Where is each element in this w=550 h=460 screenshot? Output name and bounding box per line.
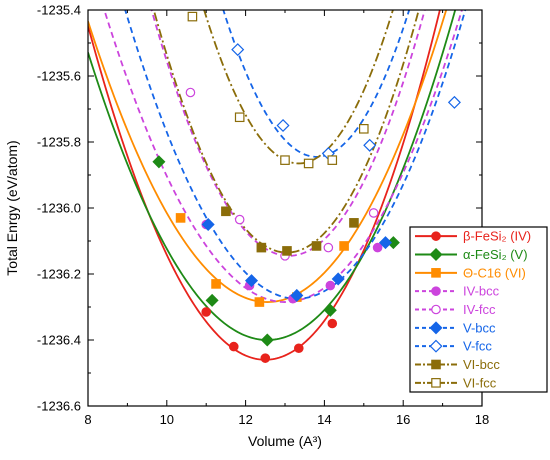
x-tick-label: 8 bbox=[84, 412, 91, 427]
data-point bbox=[254, 297, 265, 307]
series-line-1 bbox=[88, 10, 457, 341]
data-point bbox=[303, 158, 314, 169]
data-point bbox=[327, 318, 338, 329]
data-point bbox=[201, 307, 211, 317]
legend-marker bbox=[431, 268, 441, 278]
series-line-3 bbox=[103, 10, 463, 303]
data-point bbox=[234, 214, 245, 225]
legend-label: IV-fcc bbox=[463, 302, 496, 317]
data-point bbox=[211, 279, 221, 289]
y-tick-label: -1236.4 bbox=[37, 333, 81, 348]
markers-layer bbox=[152, 11, 461, 363]
data-point bbox=[293, 343, 304, 354]
data-point bbox=[152, 155, 166, 169]
legend-label: IV-bcc bbox=[463, 284, 500, 299]
series-line-5 bbox=[124, 10, 467, 300]
data-point bbox=[339, 241, 349, 251]
legend-label: VI-fcc bbox=[463, 375, 497, 390]
data-point bbox=[256, 242, 267, 253]
x-tick-label: 12 bbox=[238, 412, 252, 427]
x-tick-label: 10 bbox=[160, 412, 174, 427]
data-point bbox=[311, 241, 322, 251]
data-point bbox=[323, 242, 334, 253]
legend-marker bbox=[429, 321, 443, 335]
y-tick-label: -1235.4 bbox=[37, 3, 81, 18]
data-point bbox=[290, 288, 304, 302]
legend-marker bbox=[431, 378, 441, 388]
legend-marker bbox=[431, 304, 441, 315]
data-point bbox=[359, 123, 369, 134]
data-point bbox=[201, 217, 215, 232]
x-axis-label: Volume (A³) bbox=[248, 433, 322, 449]
legend: β-FeSi₂ (IV) α-FeSi₂ (V) Θ-C16 (VI) IV-bcc I… bbox=[409, 226, 548, 393]
x-tick-label: 14 bbox=[317, 412, 331, 427]
data-point bbox=[276, 118, 290, 133]
data-point bbox=[325, 280, 336, 291]
data-point bbox=[175, 213, 186, 223]
data-point bbox=[231, 43, 245, 57]
y-tick-label: -1235.8 bbox=[37, 135, 81, 150]
series-line-2 bbox=[88, 10, 448, 303]
legend-label: α-FeSi₂ (V) bbox=[463, 247, 528, 262]
data-point bbox=[221, 206, 231, 217]
series-line-7 bbox=[152, 10, 420, 254]
legend-marker bbox=[429, 247, 443, 262]
data-point bbox=[280, 155, 290, 165]
legend-label: β-FeSi₂ (IV) bbox=[463, 229, 531, 244]
y-tick-label: -1236.6 bbox=[37, 399, 81, 414]
ticks-layer: 8 10 12 14 16 18 -1236.6 -1236.4 -1236.2 -1236.0 -… bbox=[37, 3, 489, 428]
legend-label: V-bcc bbox=[463, 320, 496, 335]
data-point bbox=[282, 246, 292, 256]
legend-label: Θ-C16 (VI) bbox=[463, 265, 526, 280]
data-point bbox=[372, 242, 383, 253]
data-point bbox=[185, 87, 196, 98]
data-point bbox=[331, 272, 345, 286]
data-point bbox=[244, 274, 259, 288]
data-point bbox=[187, 11, 198, 22]
data-point bbox=[368, 208, 379, 218]
data-point bbox=[378, 236, 392, 250]
data-point bbox=[234, 112, 245, 123]
data-point bbox=[363, 138, 377, 152]
data-point bbox=[228, 341, 239, 352]
y-tick-label: -1236.0 bbox=[37, 201, 81, 216]
legend-marker bbox=[431, 286, 441, 296]
legend-marker bbox=[431, 359, 441, 370]
legend-label: VI-bcc bbox=[463, 357, 500, 372]
legend-marker bbox=[429, 339, 443, 353]
data-point bbox=[260, 333, 274, 347]
data-point bbox=[323, 303, 337, 317]
y-tick-label: -1236.2 bbox=[37, 267, 81, 282]
data-point bbox=[327, 155, 338, 165]
data-point bbox=[447, 95, 461, 109]
x-tick-label: 16 bbox=[396, 412, 410, 427]
legend-marker bbox=[431, 231, 441, 241]
y-axis-label: Total Enrgy (eV/atom) bbox=[4, 140, 20, 275]
data-point bbox=[205, 293, 219, 307]
data-point bbox=[349, 218, 359, 228]
y-tick-label: -1235.6 bbox=[37, 69, 81, 84]
legend-label: V-fcc bbox=[463, 339, 492, 354]
x-tick-label: 18 bbox=[475, 412, 489, 427]
data-point bbox=[260, 353, 271, 363]
